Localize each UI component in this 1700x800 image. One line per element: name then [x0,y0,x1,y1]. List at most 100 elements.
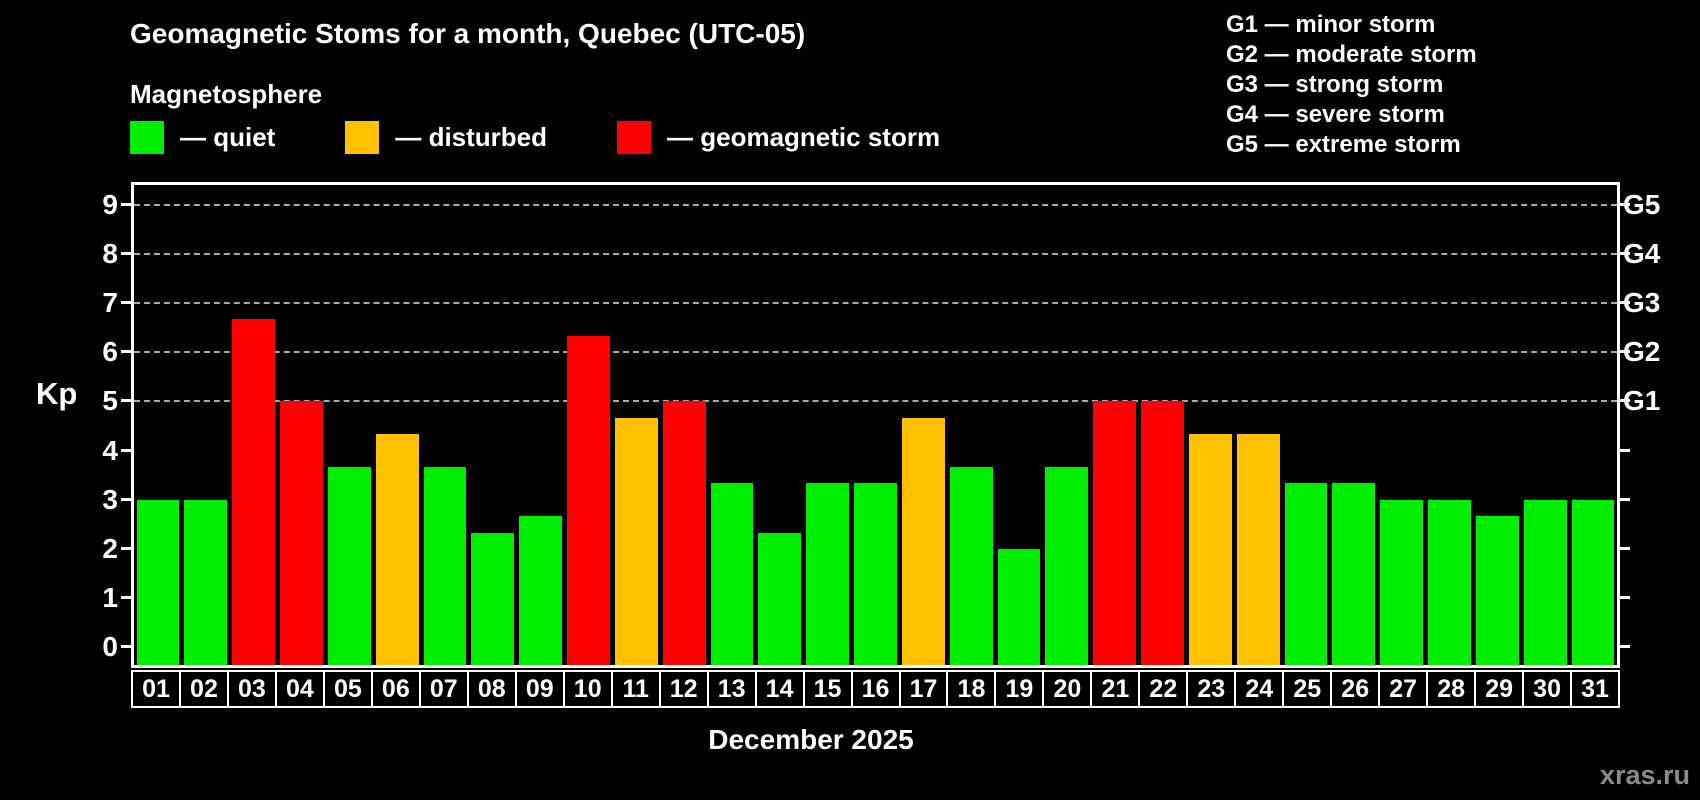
day-label-27: 27 [1378,670,1429,708]
y-tick-left-2 [121,546,134,550]
x-axis-day-labels: 01 02 03 04 05 06 07 08 09 10 11 12 13 14 15 16 17 18 19 20… [131,670,1621,708]
bar-day-28 [1428,499,1471,665]
y-tick-label-4: 4 [102,434,118,466]
y-tick-right-3 [1617,497,1630,501]
bar-day-24 [1236,434,1280,665]
bar-day-10 [567,336,610,665]
bar-day-22 [1141,401,1184,665]
day-label-30: 30 [1522,670,1573,708]
magnetosphere-legend: — quiet — disturbed — geomagnetic storm [130,121,940,154]
bar-day-04 [280,401,323,665]
bar-day-26 [1332,483,1376,665]
y-tick-right-6 [1617,350,1630,354]
day-label-09: 09 [514,670,565,708]
y-tick-label-9: 9 [102,189,118,220]
x-axis-title: December 2025 [708,724,914,755]
legend-group-title: Magnetosphere [130,79,323,109]
legend-item-quiet: — quiet [130,121,275,154]
y-tick-label-6: 6 [102,336,118,368]
g-legend-line-g3: G3 — strong storm [1226,71,1444,98]
day-label-23: 23 [1186,670,1237,708]
watermark: xras.ru [1599,760,1690,790]
g-legend-line-g5: G5 — extreme storm [1226,131,1461,158]
day-label-24: 24 [1234,670,1285,708]
gridline-kp7 [134,302,1617,305]
bar-day-27 [1380,499,1424,665]
day-label-02: 02 [178,670,229,708]
y-tick-left-8 [121,252,134,256]
y-tick-right-5 [1617,399,1630,403]
bar-day-18 [949,466,993,665]
day-label-13: 13 [706,670,757,708]
day-label-22: 22 [1138,670,1189,708]
day-label-31: 31 [1570,670,1621,708]
gridline-kp5 [134,400,1617,403]
legend-item-storm: — geomagnetic storm [617,121,940,154]
day-label-17: 17 [898,670,949,708]
day-label-06: 06 [370,670,421,708]
bar-day-31 [1571,499,1615,665]
y-tick-left-0 [121,645,134,648]
y-tick-right-8 [1617,252,1630,256]
g-tick-label-g3: G3 [1623,287,1661,319]
y-tick-right-7 [1617,301,1630,305]
bar-day-25 [1284,483,1328,665]
day-label-26: 26 [1330,670,1381,708]
day-label-19: 19 [994,670,1045,708]
bar-day-17 [901,417,945,665]
day-label-25: 25 [1282,670,1333,708]
bar-day-20 [1045,466,1089,665]
day-label-21: 21 [1090,670,1141,708]
y-tick-right-2 [1617,546,1630,550]
legend-label-quiet: — quiet [180,122,276,152]
y-tick-left-4 [121,448,134,452]
day-label-16: 16 [850,670,901,708]
bar-day-21 [1093,401,1137,665]
g-tick-label-g2: G2 [1623,336,1661,368]
y-tick-right-4 [1617,448,1630,452]
day-label-20: 20 [1042,670,1093,708]
y-tick-label-0: 0 [102,631,118,662]
g-legend-line-g1: G1 — minor storm [1226,11,1436,38]
day-label-11: 11 [610,670,661,708]
bar-day-06 [375,434,419,665]
bar-day-03 [232,319,275,665]
y-tick-label-1: 1 [102,581,118,613]
day-label-07: 07 [418,670,469,708]
gridline-kp6 [134,351,1617,354]
y-axis-title: Kp [36,376,78,411]
day-label-08: 08 [466,670,517,708]
storm-color-swatch [617,121,652,154]
day-label-01: 01 [131,670,181,708]
day-label-04: 04 [274,670,325,708]
day-label-05: 05 [322,670,373,708]
bar-day-29 [1475,515,1519,665]
g-legend-line-g2: G2 — moderate storm [1226,41,1477,68]
bar-day-01 [136,499,180,665]
bar-day-12 [662,401,706,665]
day-label-14: 14 [754,670,805,708]
day-label-10: 10 [562,670,613,708]
y-tick-right-9 [1617,203,1630,206]
bar-day-19 [997,548,1041,665]
day-label-03: 03 [226,670,277,708]
gridline-kp8 [134,253,1617,256]
y-tick-right-0 [1617,645,1630,648]
chart-title: Geomagnetic Stoms for a month, Quebec (U… [130,18,806,49]
g-legend-line-g4: G4 — severe storm [1226,101,1445,128]
y-tick-label-3: 3 [102,483,118,515]
g-tick-label-g5: G5 [1623,189,1661,220]
y-tick-left-5 [121,399,134,403]
gridline-kp9 [134,204,1617,206]
g-scale-legend: G1 — minor storm G2 — moderate storm G3 … [1226,10,1477,160]
g-tick-label-g1: G1 [1623,385,1661,417]
day-label-28: 28 [1426,670,1477,708]
bar-day-02 [184,499,228,665]
y-tick-left-7 [121,301,134,305]
y-tick-right-1 [1617,595,1630,599]
day-label-29: 29 [1474,670,1525,708]
y-tick-left-1 [121,595,134,599]
y-tick-label-8: 8 [102,238,118,270]
bar-day-09 [519,515,563,665]
y-tick-left-6 [121,350,134,354]
